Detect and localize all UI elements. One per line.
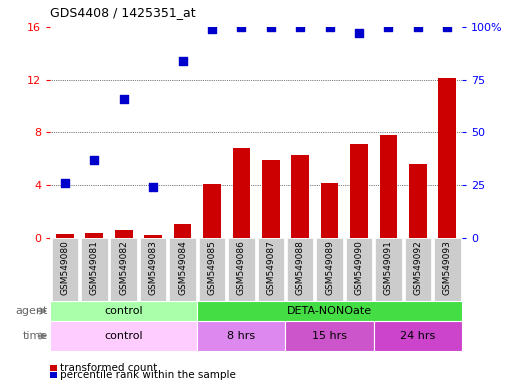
Point (325, 24, 334, 30)
Point (296, 24, 305, 30)
Point (237, 24, 246, 30)
Bar (203, 184, 221, 238)
Bar (262, 160, 280, 238)
FancyBboxPatch shape (316, 238, 343, 303)
FancyBboxPatch shape (286, 321, 374, 351)
FancyBboxPatch shape (169, 238, 196, 303)
Text: GSM549089: GSM549089 (325, 240, 334, 295)
FancyBboxPatch shape (197, 301, 462, 321)
FancyBboxPatch shape (50, 301, 197, 321)
Text: GSM549085: GSM549085 (208, 240, 216, 295)
FancyBboxPatch shape (228, 238, 254, 303)
Text: 15 hrs: 15 hrs (312, 331, 347, 341)
FancyBboxPatch shape (258, 238, 284, 303)
Text: GSM549082: GSM549082 (119, 240, 128, 295)
Text: 8 hrs: 8 hrs (228, 331, 256, 341)
FancyBboxPatch shape (140, 238, 166, 303)
Point (443, 24, 451, 30)
Text: GSM549090: GSM549090 (354, 240, 364, 295)
FancyBboxPatch shape (346, 238, 372, 303)
Point (90, 157, 99, 163)
Text: GSM549093: GSM549093 (443, 240, 452, 295)
FancyBboxPatch shape (197, 321, 286, 351)
Point (384, 24, 393, 30)
Bar (56, 234, 74, 238)
Bar (86, 233, 103, 238)
Text: GSM549083: GSM549083 (148, 240, 158, 295)
Text: control: control (105, 331, 143, 341)
Text: control: control (105, 306, 143, 316)
Point (413, 24, 422, 30)
Text: GSM549080: GSM549080 (60, 240, 69, 295)
Bar (232, 148, 250, 238)
FancyBboxPatch shape (404, 238, 431, 303)
Bar (144, 235, 162, 238)
Bar (350, 144, 368, 238)
Point (355, 30, 363, 36)
Text: GSM549084: GSM549084 (178, 240, 187, 295)
Point (61, 180, 69, 186)
Text: GSM549086: GSM549086 (237, 240, 246, 295)
FancyBboxPatch shape (287, 238, 314, 303)
Point (208, 26, 216, 32)
FancyBboxPatch shape (81, 238, 108, 303)
Text: GSM549087: GSM549087 (266, 240, 275, 295)
Bar (438, 78, 456, 238)
Text: 24 hrs: 24 hrs (400, 331, 436, 341)
Point (178, 58, 187, 64)
Text: GSM549081: GSM549081 (90, 240, 99, 295)
FancyBboxPatch shape (110, 238, 137, 303)
Point (119, 96, 128, 102)
Text: time: time (22, 331, 48, 341)
Bar (291, 155, 309, 238)
Text: GSM549088: GSM549088 (296, 240, 305, 295)
FancyBboxPatch shape (375, 238, 402, 303)
Bar (321, 183, 338, 238)
Text: GDS4408 / 1425351_at: GDS4408 / 1425351_at (50, 6, 196, 19)
FancyBboxPatch shape (52, 238, 78, 303)
Text: percentile rank within the sample: percentile rank within the sample (60, 370, 235, 380)
FancyBboxPatch shape (374, 321, 462, 351)
FancyBboxPatch shape (50, 321, 197, 351)
Text: GSM549092: GSM549092 (413, 240, 422, 295)
Bar (380, 135, 397, 238)
Text: GSM549091: GSM549091 (384, 240, 393, 295)
Bar (174, 223, 191, 238)
Text: agent: agent (15, 306, 48, 316)
FancyBboxPatch shape (199, 238, 225, 303)
Point (149, 184, 157, 190)
Text: DETA-NONOate: DETA-NONOate (287, 306, 372, 316)
Text: transformed count: transformed count (60, 363, 157, 373)
FancyBboxPatch shape (434, 238, 460, 303)
Bar (409, 164, 427, 238)
Bar (115, 230, 133, 238)
Point (267, 24, 275, 30)
